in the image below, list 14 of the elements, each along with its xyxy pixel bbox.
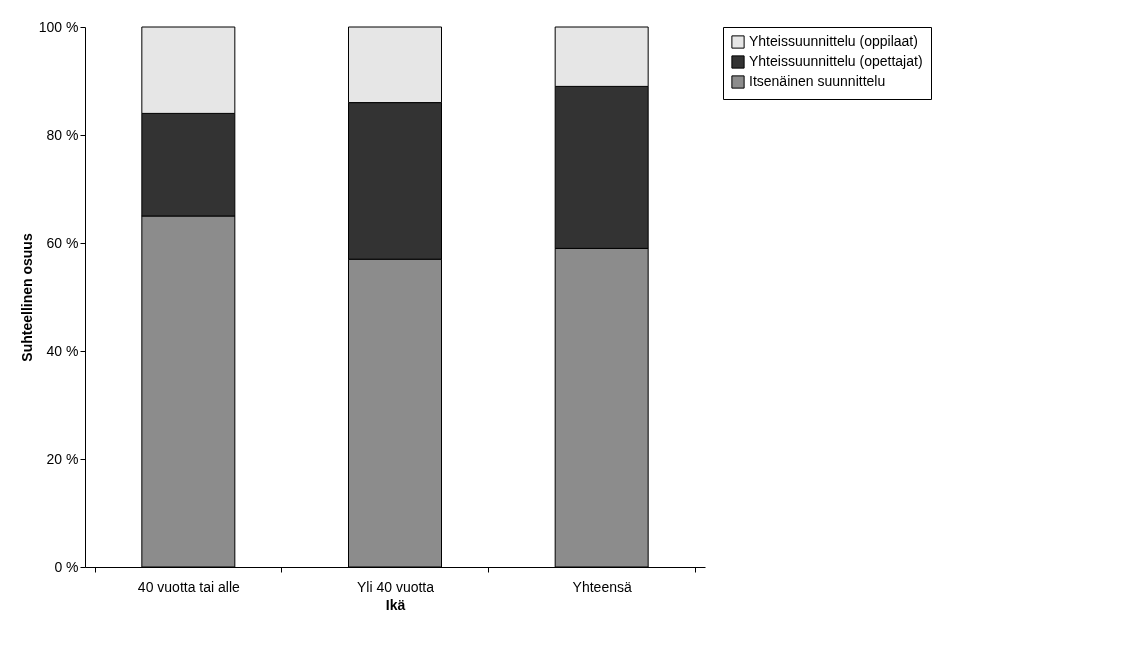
y-tick-label: 40 % — [46, 342, 79, 359]
y-tick-label: 100 % — [38, 18, 79, 35]
y-tick-label: 80 % — [46, 126, 79, 143]
legend-label: Itsenäinen suunnittelu — [749, 73, 886, 89]
legend-label: Yhteissuunnittelu (opettajat) — [749, 53, 923, 69]
x-tick-label: Yhteensä — [572, 578, 632, 595]
x-tick-label: Yli 40 vuotta — [356, 578, 435, 595]
x-axis-title: Ikä — [385, 596, 406, 613]
legend-label: Yhteissuunnittelu (oppilaat) — [749, 33, 918, 49]
x-tick-label: 40 vuotta tai alle — [137, 578, 241, 595]
y-axis-title: Suhteellinen osuus — [18, 233, 35, 362]
y-tick-label: 0 % — [54, 558, 79, 575]
y-tick-label: 60 % — [46, 234, 79, 251]
y-tick-label: 20 % — [46, 450, 79, 467]
